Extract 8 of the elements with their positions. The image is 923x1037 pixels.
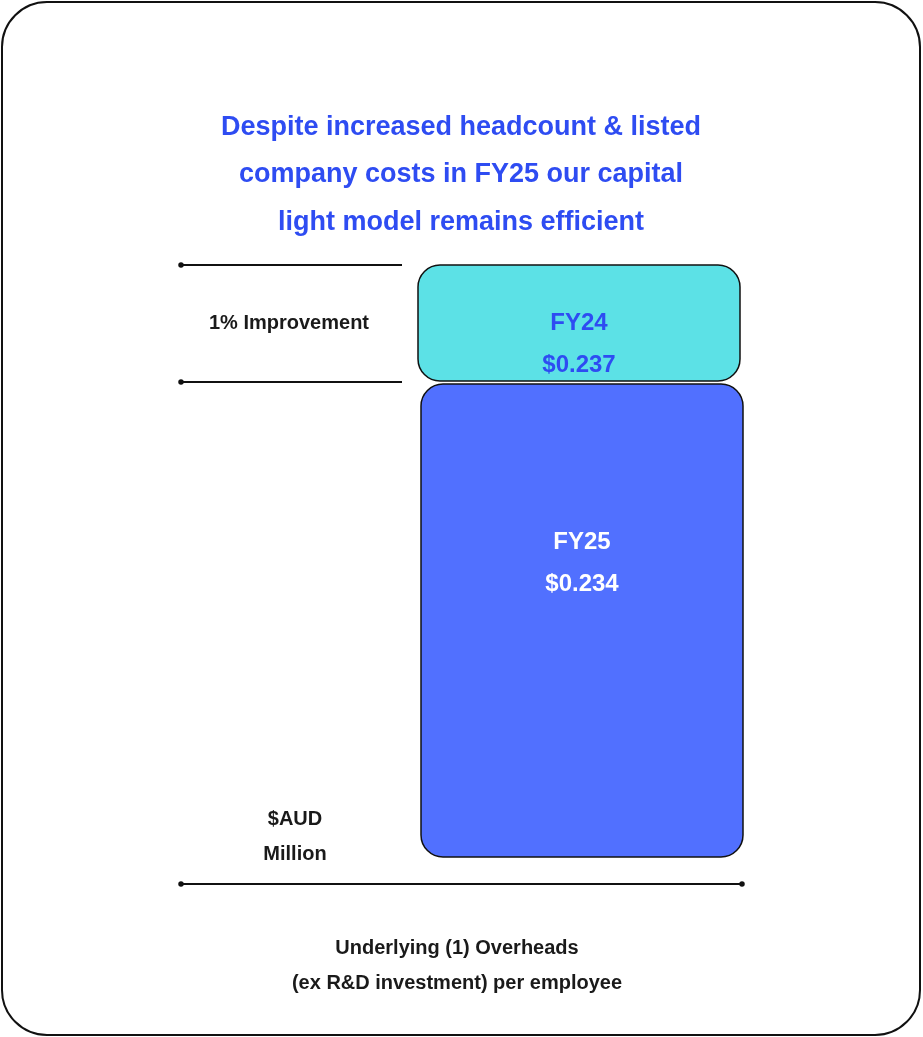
category-label: FY24 bbox=[550, 308, 609, 335]
data-label: $0.237 bbox=[542, 350, 616, 377]
text: Underlying (1) Overheads (ex R&D investment) per employee bbox=[291, 936, 623, 993]
text: Despite increased headcount & listed company costs in FY25 our capital light model remains efficient bbox=[220, 111, 702, 236]
data-label: $0.234 bbox=[545, 569, 620, 596]
category-label: FY25 bbox=[553, 527, 611, 554]
text: $AUD Million bbox=[263, 807, 327, 864]
text: 1% Improvement bbox=[208, 311, 370, 333]
